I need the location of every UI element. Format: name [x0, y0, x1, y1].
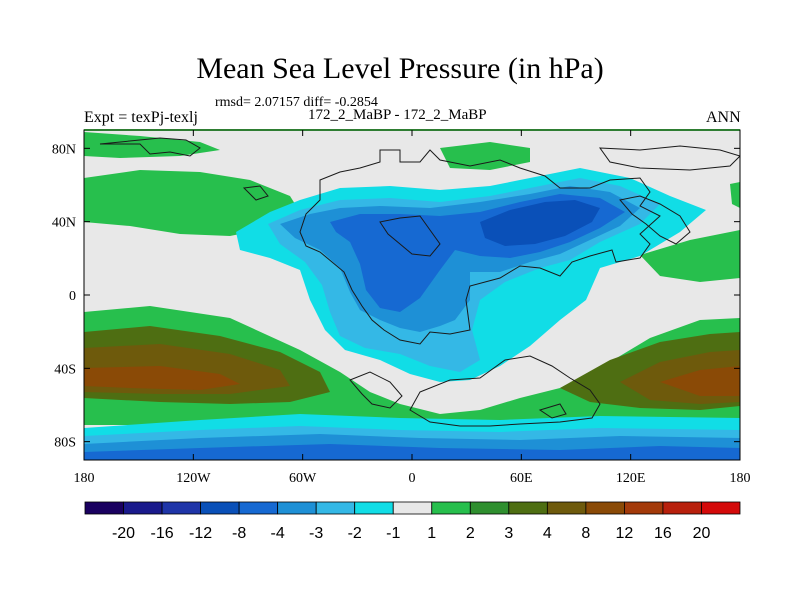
coastline-south-continent — [409, 355, 601, 427]
coastline-arctic-islands — [99, 137, 201, 157]
colorbar-label: 20 — [693, 525, 711, 542]
coastline-small-island-east — [538, 403, 567, 419]
axis-ticks: 180 120W 60W 0 60E 120E 180 80N 40N 0 40S 80S — [52, 130, 751, 486]
colorbar-swatch — [431, 501, 471, 515]
colorbar-label: 3 — [504, 525, 513, 542]
dark-brown-core-southeast — [660, 366, 740, 396]
coastlines — [99, 137, 740, 427]
blue-band-antarctic — [84, 444, 740, 460]
deep-blue-core-east — [480, 200, 600, 246]
coastline-east-arc — [619, 195, 691, 245]
colorbar-label: 2 — [466, 525, 475, 542]
colorbar-swatch — [161, 501, 201, 515]
colorbar-label: -20 — [112, 525, 135, 542]
experiment-label: Expt = texPj-texlj — [84, 109, 198, 126]
subtitle-label: 172_2_MaBP - 172_2_MaBP — [308, 107, 487, 123]
colorbar-label: 16 — [654, 525, 672, 542]
lat-tick-label: 80S — [54, 436, 76, 451]
season-label: ANN — [706, 109, 741, 126]
lon-tick-label: 120W — [176, 471, 211, 486]
colorbar-swatch — [624, 501, 664, 515]
colorbar-swatch — [546, 501, 587, 515]
colorbar: -20 -16 -12 -8 -4 -3 -2 -1 1 2 3 4 8 12 16 20 — [84, 501, 741, 542]
lon-tick-label: 60W — [289, 471, 317, 486]
colorbar-swatch — [123, 501, 163, 515]
colorbar-label: -16 — [150, 525, 173, 542]
coastline-southern-lobe — [349, 371, 403, 409]
lon-tick-label: 60E — [510, 471, 533, 486]
colorbar-swatch — [701, 501, 741, 515]
lon-tick-label: 0 — [409, 471, 416, 486]
colorbar-label: 12 — [616, 525, 634, 542]
colorbar-swatch — [392, 501, 433, 515]
colorbar-swatch — [469, 501, 510, 515]
green-patch-far-east — [730, 182, 740, 208]
green-patch-northwest — [84, 170, 300, 236]
colorbar-swatch — [315, 501, 356, 515]
colorbar-swatch — [662, 501, 702, 515]
colorbar-swatch — [508, 501, 548, 515]
colorbar-swatch — [585, 501, 625, 515]
colorbar-label: -2 — [348, 525, 362, 542]
colorbar-label: -1 — [386, 525, 400, 542]
coastline-pangea-north — [299, 149, 661, 345]
coastline-small-island-west — [242, 185, 269, 201]
lon-tick-label: 180 — [74, 471, 95, 486]
colorbar-label: 4 — [543, 525, 552, 542]
colorbar-swatch — [200, 501, 240, 515]
lon-tick-label: 120E — [616, 471, 646, 486]
contour-fields — [84, 130, 740, 460]
lat-tick-label: 0 — [69, 289, 76, 304]
colorbar-label: -4 — [271, 525, 285, 542]
colorbar-label: -12 — [189, 525, 212, 542]
colorbar-swatch — [354, 501, 394, 515]
lat-tick-label: 40S — [54, 362, 76, 377]
dark-brown-core-southwest — [84, 366, 240, 390]
lat-tick-label: 80N — [52, 142, 76, 157]
green-patch-arctic-west — [84, 132, 220, 158]
colorbar-label: 1 — [427, 525, 436, 542]
stats-label: rmsd= 2.07157 diff= -0.2854 — [215, 95, 378, 110]
coastline-inner-basin — [379, 215, 441, 257]
colorbar-swatch — [238, 501, 279, 515]
lat-tick-label: 40N — [52, 216, 76, 231]
green-patch-east-pacific — [640, 230, 740, 282]
colorbar-swatch — [84, 501, 124, 515]
lon-tick-label: 180 — [730, 471, 751, 486]
colorbar-swatch — [277, 501, 317, 515]
plot-title: Mean Sea Level Pressure (in hPa) — [196, 52, 604, 85]
colorbar-label: 8 — [581, 525, 590, 542]
colorbar-label: -8 — [232, 525, 246, 542]
coastline-arctic-east — [598, 145, 740, 171]
colorbar-label: -3 — [309, 525, 323, 542]
